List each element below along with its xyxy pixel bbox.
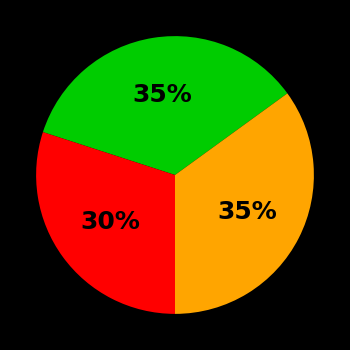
Text: 35%: 35% xyxy=(133,83,192,107)
Wedge shape xyxy=(175,93,314,314)
Text: 30%: 30% xyxy=(80,210,140,234)
Wedge shape xyxy=(43,36,287,175)
Wedge shape xyxy=(36,132,175,314)
Text: 35%: 35% xyxy=(217,199,276,224)
